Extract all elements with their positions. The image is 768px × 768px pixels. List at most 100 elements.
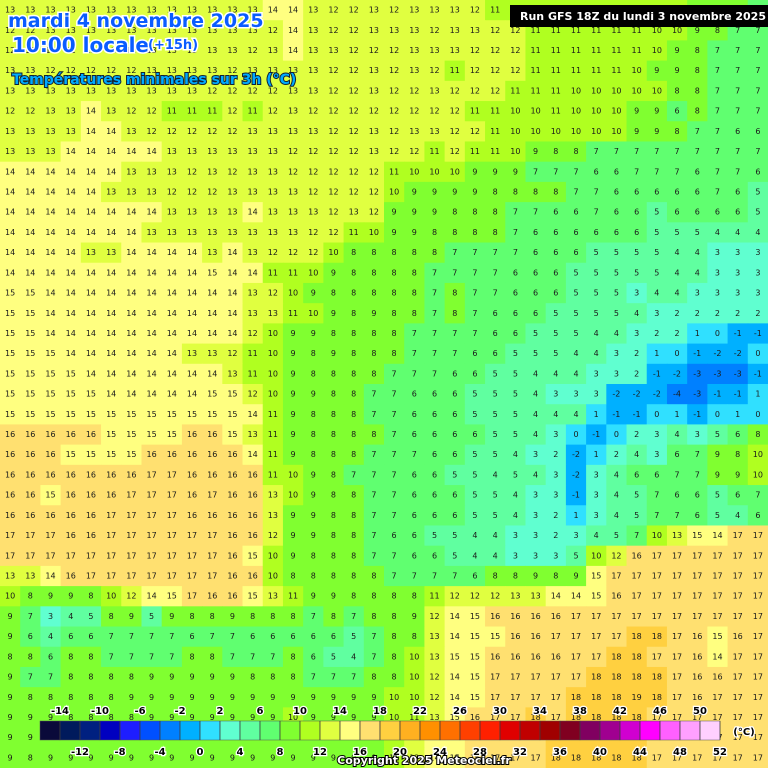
temperature-cell [586,80,607,102]
temperature-cell [222,0,244,21]
temperature-cell [545,181,567,203]
temperature-value: 4 [533,369,538,378]
temperature-cell [323,384,345,405]
temperature-value: 8 [331,572,336,581]
temperature-value: 7 [392,369,397,378]
temperature-value: 6 [553,208,558,217]
temperature-cell [141,384,163,405]
temperature-value: 6 [675,208,680,217]
temperature-cell [20,282,41,304]
temperature-value: 17 [167,470,177,479]
temperature-cell [384,80,405,102]
temperature-value: 8 [573,147,578,156]
temperature-value: 13 [227,228,237,237]
temperature-value: 8 [493,572,498,581]
temperature-value: 15 [712,632,722,641]
temperature-value: 17 [146,551,156,560]
temperature-value: 12 [308,248,318,257]
temperature-cell [262,141,284,163]
temperature-value: 3 [513,551,518,560]
temperature-value: 9 [129,612,134,621]
temperature-cell [303,282,324,304]
temperature-value: 14 [126,349,136,358]
temperature-value: 8 [493,208,498,217]
temperature-value: 11 [530,66,540,75]
temperature-value: 13 [5,572,15,581]
temperature-value: 15 [86,450,96,459]
temperature-value: 17 [652,612,662,621]
temperature-value: 13 [308,66,318,75]
temperature-value: 12 [490,26,500,35]
temperature-value: 13 [66,127,76,136]
temperature-value: 13 [429,46,439,55]
temperature-cell [525,202,547,223]
temperature-value: 14 [45,309,55,318]
temperature-value: 14 [106,329,116,338]
temperature-value: 7 [715,66,720,75]
temperature-cell [404,80,425,102]
temperature-cell [121,161,142,183]
temperature-cell [101,363,122,385]
temperature-cell [444,343,466,365]
temperature-value: 5 [88,612,93,621]
scale-swatch [479,720,501,741]
temperature-value: 8 [28,753,33,762]
temperature-value: 9 [675,46,680,55]
temperature-value: 10 [450,167,460,176]
temperature-value: 13 [328,46,338,55]
temperature-cell [202,161,223,183]
temperature-value: 8 [715,26,720,35]
temperature-value: 13 [288,127,298,136]
temperature-value: 16 [207,592,217,601]
temperature-value: 14 [126,329,136,338]
temperature-value: 10 [369,228,379,237]
temperature-value: 12 [389,127,399,136]
temperature-cell [303,60,324,82]
temperature-value: 7 [493,289,498,298]
temperature-value: 6 [533,289,538,298]
temperature-value: 14 [66,329,76,338]
temperature-value: 7 [755,26,760,35]
temperature-value: 16 [510,652,520,661]
temperature-cell [747,242,768,264]
temperature-cell [141,161,163,183]
temperature-value: -1 [734,390,742,399]
temperature-value: 7 [533,208,538,217]
temperature-value: 15 [227,390,237,399]
temperature-cell [606,141,628,163]
temperature-cell [363,40,385,62]
temperature-value: 8 [351,369,356,378]
temperature-value: -1 [592,430,600,439]
temperature-value: 13 [45,147,55,156]
temperature-value: 6 [432,410,437,419]
temperature-value: 9 [8,693,13,702]
temperature-value: 16 [227,531,237,540]
temperature-cell [666,121,688,142]
temperature-cell [323,20,345,41]
temperature-value: 18 [632,673,642,682]
temperature-cell [141,60,163,82]
temperature-value: 14 [45,248,55,257]
temperature-value: 14 [227,248,237,257]
temperature-value: 8 [695,86,700,95]
temperature-value: -1 [612,410,620,419]
temperature-value: 5 [513,410,518,419]
temperature-cell [181,101,203,122]
temperature-value: 5 [452,531,457,540]
temperature-value: 16 [632,551,642,560]
temperature-value: 16 [106,470,116,479]
temperature-value: 18 [632,632,642,641]
temperature-value: 17 [571,612,581,621]
temperature-value: 16 [106,491,116,500]
temperature-value: 6 [634,188,639,197]
temperature-value: 12 [328,167,338,176]
temperature-value: 4 [533,390,538,399]
temperature-cell [323,60,345,82]
temperature-value: 17 [207,531,217,540]
temperature-value: 15 [25,349,35,358]
temperature-cell [202,242,223,264]
temperature-value: 13 [268,228,278,237]
temperature-cell [20,384,41,405]
temperature-value: 16 [530,632,540,641]
temperature-value: 12 [328,26,338,35]
